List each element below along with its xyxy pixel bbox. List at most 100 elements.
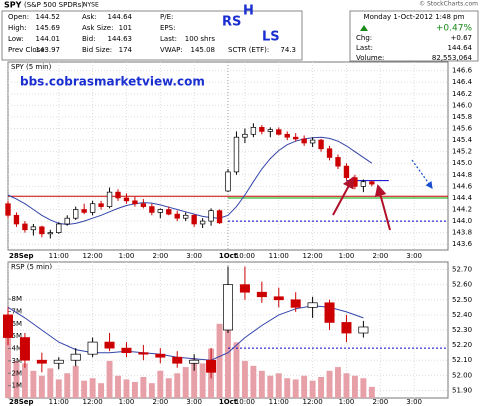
field-label: Prev Close: xyxy=(8,46,47,54)
volume-bar xyxy=(148,383,155,398)
candle-body xyxy=(284,133,290,138)
candle-body xyxy=(191,214,197,225)
y-tick-label: 52.70 xyxy=(452,266,472,274)
y-tick-label: 144.2 xyxy=(452,206,472,214)
volume-bar xyxy=(301,375,308,398)
y-tick-label: 144.6 xyxy=(452,182,473,190)
volume-bar xyxy=(30,370,37,398)
candle-body xyxy=(309,139,316,144)
candle-body xyxy=(199,220,206,225)
candle-body xyxy=(276,129,282,135)
x-tick-label: 1:00 xyxy=(339,252,355,260)
x-tick-label: 10:00 xyxy=(235,252,255,260)
field-label: High: xyxy=(8,24,26,32)
stat-value: 82,553,064 xyxy=(432,54,473,62)
panel-title: SPY (5 min) xyxy=(11,63,52,71)
candle-body xyxy=(335,157,341,167)
volume-bar xyxy=(309,380,316,398)
candle-body xyxy=(324,302,335,323)
volume-bar xyxy=(292,379,299,398)
y-tick-label: 52.10 xyxy=(452,356,472,364)
y-tick-label: 143.8 xyxy=(452,229,472,237)
volume-bar xyxy=(343,373,350,398)
y2-tick-label: 7M xyxy=(12,307,23,315)
candle-body xyxy=(267,129,273,132)
x-tick-label: 12:00 xyxy=(83,252,103,260)
field-label: Low: xyxy=(8,35,24,43)
field-value: 144.64 xyxy=(108,13,133,21)
field-label: EPS: xyxy=(160,24,175,32)
y2-tick-label: 3M xyxy=(12,357,23,365)
candle-body xyxy=(256,291,267,298)
y2-tick-label: 8M xyxy=(12,295,23,303)
candle-body xyxy=(73,209,79,219)
x-tick-label: 11:00 xyxy=(269,252,289,260)
candle-body xyxy=(132,200,138,205)
y-tick-label: 145.0 xyxy=(452,159,472,167)
candle-body xyxy=(13,214,20,225)
volume-bar xyxy=(241,360,248,398)
name: (S&P 500 SPDRs) xyxy=(24,1,84,9)
y-tick-label: 146.0 xyxy=(452,101,472,109)
candle-body xyxy=(341,322,352,334)
y-tick-label: 52.50 xyxy=(452,296,472,304)
volume-bar xyxy=(258,370,265,398)
candle-body xyxy=(19,337,30,361)
x-tick-label: 1:00 xyxy=(119,398,135,406)
field-label: Bid Size: xyxy=(82,46,112,54)
volume-bar xyxy=(72,365,79,398)
stat-label: Last: xyxy=(356,44,373,52)
x-tick-label: 2:00 xyxy=(372,252,388,260)
field-label: Last: xyxy=(160,35,177,43)
field-label: P/E: xyxy=(160,13,173,21)
volume-bar xyxy=(64,373,71,398)
y-tick-label: 146.4 xyxy=(452,78,473,86)
field-value: 101 xyxy=(119,24,132,32)
candle-body xyxy=(233,136,240,173)
volume-bar xyxy=(115,375,121,398)
x-tick-label: 1:00 xyxy=(339,398,355,406)
candle-body xyxy=(70,353,81,361)
x-tick-label: 11:00 xyxy=(49,398,69,406)
volume-bar xyxy=(81,380,88,398)
quote-box xyxy=(1,10,303,61)
candle-body xyxy=(293,136,299,140)
candle-body xyxy=(326,148,333,158)
candle-body xyxy=(343,165,350,179)
y-tick-label: 144.0 xyxy=(452,217,472,225)
annotation: RS xyxy=(222,15,241,30)
volume-bar xyxy=(38,375,45,398)
candle-body xyxy=(22,223,28,231)
y-tick-label: 144.4 xyxy=(452,194,473,202)
field-label: VWAP: xyxy=(160,46,183,54)
x-tick-label: 3:00 xyxy=(186,398,202,406)
volume-bar xyxy=(233,342,240,398)
candle-body xyxy=(2,314,14,338)
x-tick-label: 28Sep xyxy=(9,398,34,406)
candle-body xyxy=(307,302,318,308)
volume-bar xyxy=(140,376,147,398)
candle-body xyxy=(189,359,200,364)
y2-tick-label: 1M xyxy=(12,382,23,390)
x-tick-label: 11:00 xyxy=(269,398,289,406)
y-tick-label: 145.2 xyxy=(452,148,472,156)
x-tick-label: 2:00 xyxy=(152,398,168,406)
candle-body xyxy=(5,203,11,216)
field-label: Open: xyxy=(8,13,29,21)
candle-body xyxy=(318,139,324,150)
candle-body xyxy=(30,226,37,231)
stat-value: 144.64 xyxy=(448,44,473,52)
volume-bar xyxy=(13,360,20,398)
candle-body xyxy=(47,232,53,235)
candle-body xyxy=(273,296,284,301)
candle-body xyxy=(89,203,96,213)
x-tick-label: 1Oct xyxy=(219,252,238,260)
candle-body xyxy=(98,203,104,207)
y-tick-label: 146.2 xyxy=(452,90,472,98)
volume-bar xyxy=(98,383,105,398)
volume-bar xyxy=(250,365,257,398)
candle-body xyxy=(81,209,87,213)
x-tick-label: 11:00 xyxy=(49,252,69,260)
candle-body xyxy=(290,299,301,308)
candle-body xyxy=(358,326,369,334)
